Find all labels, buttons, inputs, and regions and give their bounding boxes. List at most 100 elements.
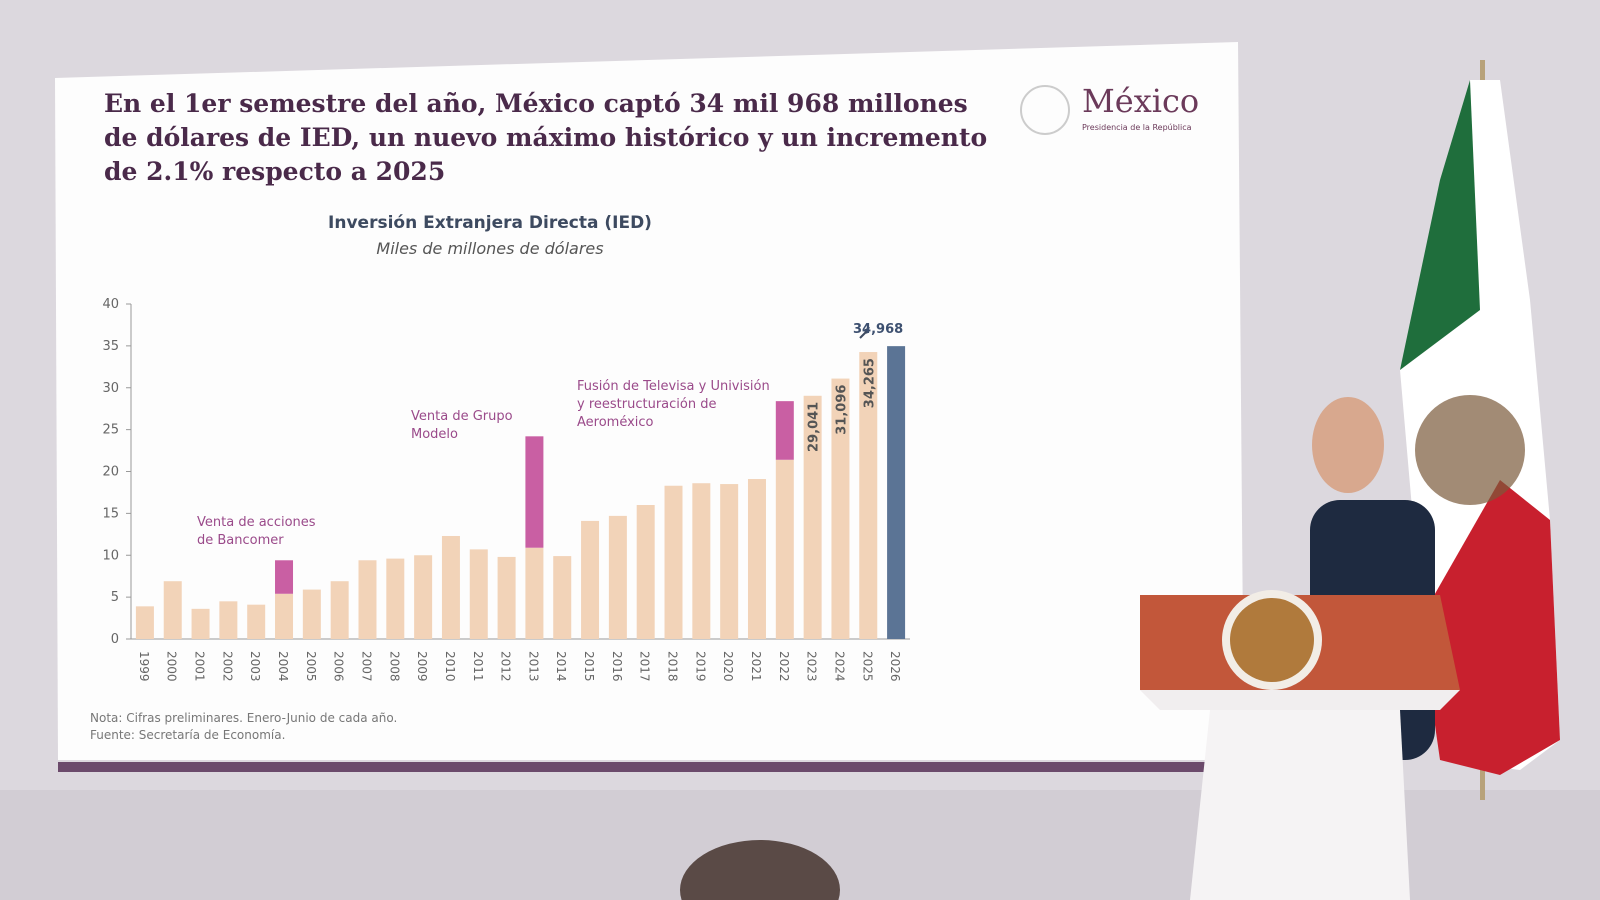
value-label: 34,265 (862, 358, 877, 408)
x-tick-label: 2005 (304, 651, 318, 682)
chart-title: Inversión Extranjera Directa (IED) (328, 213, 652, 233)
logo-emblem (1020, 85, 1070, 135)
y-tick-label: 15 (102, 506, 119, 521)
bar (191, 608, 210, 639)
bar (803, 395, 822, 639)
bar (330, 581, 349, 639)
bar (720, 484, 739, 639)
bar (469, 549, 488, 639)
x-tick-label: 2001 (193, 651, 207, 682)
bar (636, 505, 655, 639)
value-label: 29,041 (807, 402, 822, 452)
podium-column (1190, 710, 1410, 900)
x-tick-label: 2025 (860, 651, 874, 682)
headline: de 2.1% respecto a 2025 (104, 157, 445, 186)
bar (441, 535, 460, 639)
arrow-head (863, 327, 870, 334)
x-tick-label: 2024 (832, 651, 846, 682)
annotation: Aeroméxico (577, 415, 654, 430)
headline: de dólares de IED, un nuevo máximo histó… (104, 123, 987, 152)
value-label: 34,968 (853, 322, 903, 337)
x-tick-label: 2015 (582, 651, 596, 682)
x-tick-label: 2018 (666, 651, 680, 682)
bar (747, 479, 766, 639)
x-tick-label: 2007 (359, 651, 373, 682)
x-tick-label: 2021 (749, 651, 763, 682)
annotation: Venta de acciones (197, 515, 316, 530)
podium-lip (1140, 690, 1460, 710)
seal (1230, 598, 1314, 682)
x-tick-label: 2020 (721, 651, 735, 682)
x-tick-label: 2004 (276, 651, 290, 682)
x-tick-label: 2009 (415, 651, 429, 682)
y-tick-label: 25 (102, 423, 119, 438)
bar (581, 520, 600, 639)
x-tick-label: 2008 (387, 651, 401, 682)
bar (859, 352, 878, 639)
y-tick-label: 0 (111, 632, 119, 647)
note: Fuente: Secretaría de Economía. (90, 728, 285, 742)
value-label: 31,096 (834, 385, 849, 435)
logo-subtitle: Presidencia de la República (1082, 123, 1192, 132)
x-tick-label: 2017 (638, 651, 652, 682)
screen-edge (58, 762, 1208, 772)
x-tick-label: 2014 (554, 651, 568, 682)
slide: En el 1er semestre del año, México captó… (104, 82, 1199, 339)
annotation: Fusión de Televisa y Univisión (577, 379, 770, 394)
y-tick-label: 30 (102, 381, 119, 396)
note: Nota: Cifras preliminares. Enero-Junio d… (90, 711, 397, 725)
y-tick-label: 20 (102, 465, 119, 480)
y-tick-label: 10 (102, 548, 119, 563)
x-tick-label: 2016 (610, 651, 624, 682)
annotation: de Bancomer (197, 533, 284, 548)
x-tick-label: 2012 (499, 651, 513, 682)
logo: México (1082, 82, 1199, 120)
bar (302, 589, 321, 639)
flag-green (1400, 80, 1480, 370)
bar (831, 378, 850, 639)
headline: En el 1er semestre del año, México captó… (104, 89, 968, 118)
x-tick-label: 2011 (471, 651, 485, 682)
x-tick-label: 2002 (220, 651, 234, 682)
speaker-head (1312, 397, 1384, 493)
x-tick-label: 2023 (805, 651, 819, 682)
y-tick-label: 5 (111, 590, 119, 605)
x-tick-label: 2019 (693, 651, 707, 682)
annotation: Modelo (411, 427, 458, 442)
bar (553, 556, 572, 639)
x-tick-label: 2010 (443, 651, 457, 682)
chart-subtitle: Miles de millones de dólares (376, 239, 603, 258)
y-tick-label: 35 (102, 339, 119, 354)
bar (247, 604, 266, 639)
bar (386, 558, 405, 639)
bar (358, 560, 377, 639)
bar (275, 593, 294, 639)
bar (775, 459, 794, 639)
y-tick-label: 40 (102, 297, 119, 312)
flag-emblem (1415, 395, 1525, 505)
bar (275, 560, 294, 594)
annotation: Venta de Grupo (411, 409, 513, 424)
x-tick-label: 2013 (526, 651, 540, 682)
bar (692, 483, 711, 639)
bar (775, 401, 794, 460)
bar (414, 555, 433, 639)
bar (608, 515, 627, 639)
bar (525, 436, 544, 548)
bar (887, 346, 906, 639)
bar (497, 556, 516, 639)
bar (664, 485, 683, 639)
annotation: y reestructuración de (577, 397, 716, 412)
x-tick-label: 2006 (332, 651, 346, 682)
bar (135, 606, 154, 639)
flag-red (1420, 480, 1560, 775)
bar (219, 601, 238, 639)
x-tick-label: 1999 (137, 651, 151, 682)
screen (55, 42, 1244, 760)
bar (525, 547, 544, 639)
x-tick-label: 2000 (165, 651, 179, 682)
bar (163, 581, 182, 639)
x-tick-label: 2022 (777, 651, 791, 682)
